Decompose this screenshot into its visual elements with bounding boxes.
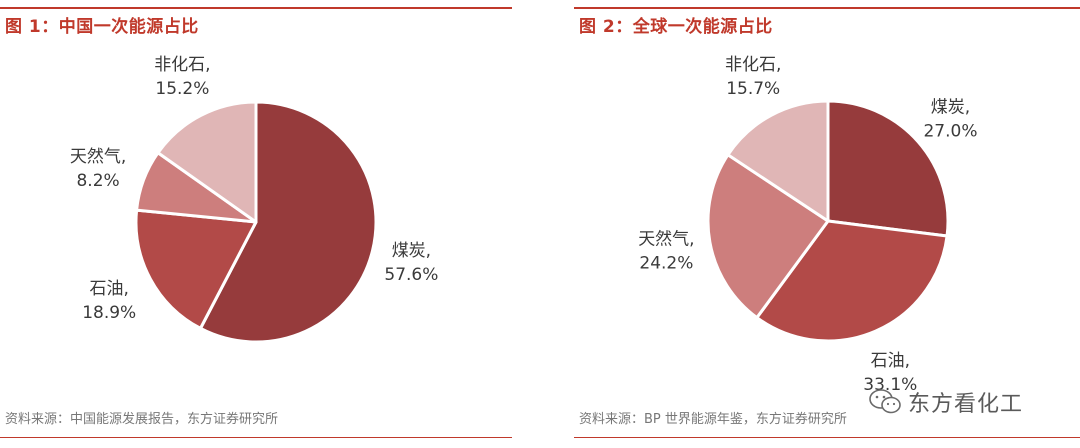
pie-slice-coal bbox=[198, 100, 378, 344]
pie-chart-global: 煤炭, 27.0%石油, 33.1%天然气, 24.2%非化石, 15.7% bbox=[638, 55, 977, 395]
chart-panel-china: 图 1：中国一次能源占比 煤炭, 57.6% 石油, 18.9% 天然气, 8.2% 非化石… bbox=[0, 0, 512, 448]
slice-label-oil: 石油, 18.9% bbox=[82, 279, 136, 323]
slice-label-non-fossil: 非化石, 15.2% bbox=[154, 55, 210, 99]
watermark-text: 东方看化工 bbox=[908, 392, 1024, 417]
slice-name: 非化石, bbox=[725, 55, 781, 75]
slice-label-coal: 煤炭, 27.0% bbox=[923, 98, 977, 142]
figure-title: 图 1：中国一次能源占比 bbox=[5, 17, 199, 37]
slice-name: 非化石, bbox=[154, 55, 210, 75]
pie-slice-non-fossil bbox=[726, 99, 830, 223]
slice-name: 天然气, bbox=[70, 147, 126, 167]
slice-name: 天然气, bbox=[638, 230, 694, 250]
watermark: 东方看化工 bbox=[868, 386, 1023, 418]
pie-chart-china: 煤炭, 57.6% 石油, 18.9% 天然气, 8.2% 非化石, 15.2% bbox=[70, 55, 438, 344]
slice-value: 24.2% bbox=[639, 254, 693, 274]
slice-name: 煤炭, bbox=[931, 98, 970, 118]
title-rule bbox=[574, 7, 1080, 9]
slice-value: 15.7% bbox=[726, 79, 780, 99]
slice-name: 煤炭, bbox=[392, 241, 431, 261]
source-note: 资料来源：BP 世界能源年鉴，东方证券研究所 bbox=[579, 412, 847, 427]
title-rule bbox=[0, 7, 512, 9]
footer-rule bbox=[0, 437, 512, 438]
slice-label-coal: 煤炭, 57.6% bbox=[384, 241, 438, 285]
slice-value: 15.2% bbox=[155, 79, 209, 99]
wechat-icon bbox=[869, 389, 901, 414]
pie-slice-oil bbox=[134, 208, 258, 330]
slice-value: 18.9% bbox=[82, 303, 136, 323]
source-note: 资料来源：中国能源发展报告，东方证券研究所 bbox=[5, 412, 279, 427]
pie-slice-oil bbox=[755, 219, 949, 343]
slice-name: 石油, bbox=[89, 279, 128, 299]
slice-label-natural-gas: 天然气, 8.2% bbox=[70, 147, 126, 191]
slice-value: 8.2% bbox=[76, 171, 119, 191]
chart-panel-global: 图 2：全球一次能源占比 煤炭, 27.0% 石油, 33.1% 天然气, 24.2% 非化… bbox=[574, 0, 1080, 448]
pie-slice-non-fossil bbox=[156, 100, 258, 224]
slice-label-natural-gas: 天然气, 24.2% bbox=[638, 230, 694, 274]
slice-name: 石油, bbox=[871, 351, 910, 371]
slice-value: 57.6% bbox=[384, 265, 438, 285]
pie-slice-coal bbox=[826, 99, 950, 238]
pie-slice-natural-gas bbox=[706, 153, 830, 320]
slice-label-non-fossil: 非化石, 15.7% bbox=[725, 55, 781, 99]
footer-rule bbox=[574, 437, 1080, 438]
figure-title: 图 2：全球一次能源占比 bbox=[579, 17, 773, 37]
slice-value: 27.0% bbox=[923, 122, 977, 142]
